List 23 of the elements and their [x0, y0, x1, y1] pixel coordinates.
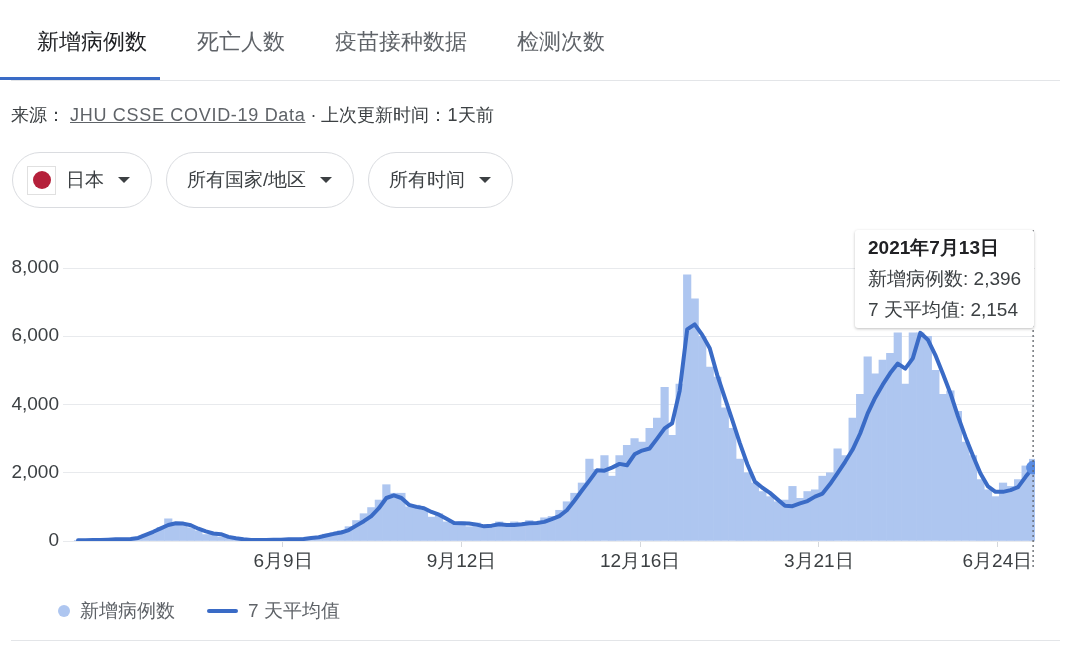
x-tick-label: 12月16日: [600, 549, 681, 571]
y-tick-label: 6,000: [11, 324, 59, 346]
legend-label: 新增病例数: [80, 599, 175, 623]
annotation: 2021年7月13日: [868, 236, 1000, 260]
y-tick-label: 2,000: [11, 460, 59, 482]
tooltip-card: 2021年7月13日 新增病例数: 2,396 7 天平均值: 2,154: [855, 230, 1035, 328]
text: 死亡人数: [196, 28, 286, 56]
y-tick-label: 0: [48, 529, 59, 551]
x-tick-label: 6月24日: [962, 549, 1033, 571]
y-tick-label: 8,000: [11, 256, 59, 278]
x-tick-label: 9月12日: [426, 549, 497, 571]
annotation: 7 天平均值: 2,154: [868, 298, 1019, 322]
y-tick-label: 4,000: [11, 392, 59, 414]
text: 疫苗接种数据: [334, 28, 468, 56]
text: · 上次更新时间：1天前: [310, 105, 494, 125]
x-tick-label: 3月21日: [783, 549, 854, 571]
text: 检测次数: [516, 28, 606, 56]
text: 新增病例数: [36, 28, 148, 56]
source-note: 来源：: [11, 105, 65, 125]
legend-label: 7 天平均值: [248, 599, 340, 623]
annotation: 新增病例数: 2,396: [868, 267, 1022, 291]
text: JHU CSSE COVID-19 Data: [70, 105, 306, 125]
x-tick-label: 6月9日: [253, 549, 313, 571]
